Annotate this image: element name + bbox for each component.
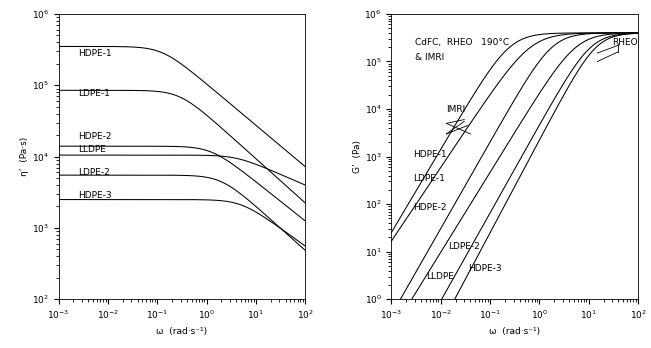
Text: LLDPE: LLDPE [78,145,106,154]
Text: HDPE-3: HDPE-3 [78,191,112,200]
Y-axis label: η’  (Pa·s): η’ (Pa·s) [20,137,29,176]
Y-axis label: G’  (Pa): G’ (Pa) [353,140,362,173]
Text: CdFC,  RHEO   190°C: CdFC, RHEO 190°C [415,38,509,47]
Text: RHEO: RHEO [612,38,638,47]
X-axis label: ω  (rad·s⁻¹): ω (rad·s⁻¹) [156,327,208,336]
Text: HDPE-2: HDPE-2 [78,132,112,141]
Text: HDPE-1: HDPE-1 [78,49,112,58]
Text: LLDPE: LLDPE [426,272,454,281]
Text: & IMRI: & IMRI [415,53,444,62]
Text: HDPE-3: HDPE-3 [468,264,501,273]
X-axis label: ω  (rad·s⁻¹): ω (rad·s⁻¹) [489,327,540,336]
Text: IMRI: IMRI [447,105,465,114]
Text: HDPE-2: HDPE-2 [413,204,447,213]
Text: LDPE-2: LDPE-2 [78,168,110,177]
Text: HDPE-1: HDPE-1 [413,150,447,159]
Text: LDPE-1: LDPE-1 [413,174,445,182]
Text: LDPE-2: LDPE-2 [448,243,480,252]
Text: LDPE-1: LDPE-1 [78,89,110,98]
